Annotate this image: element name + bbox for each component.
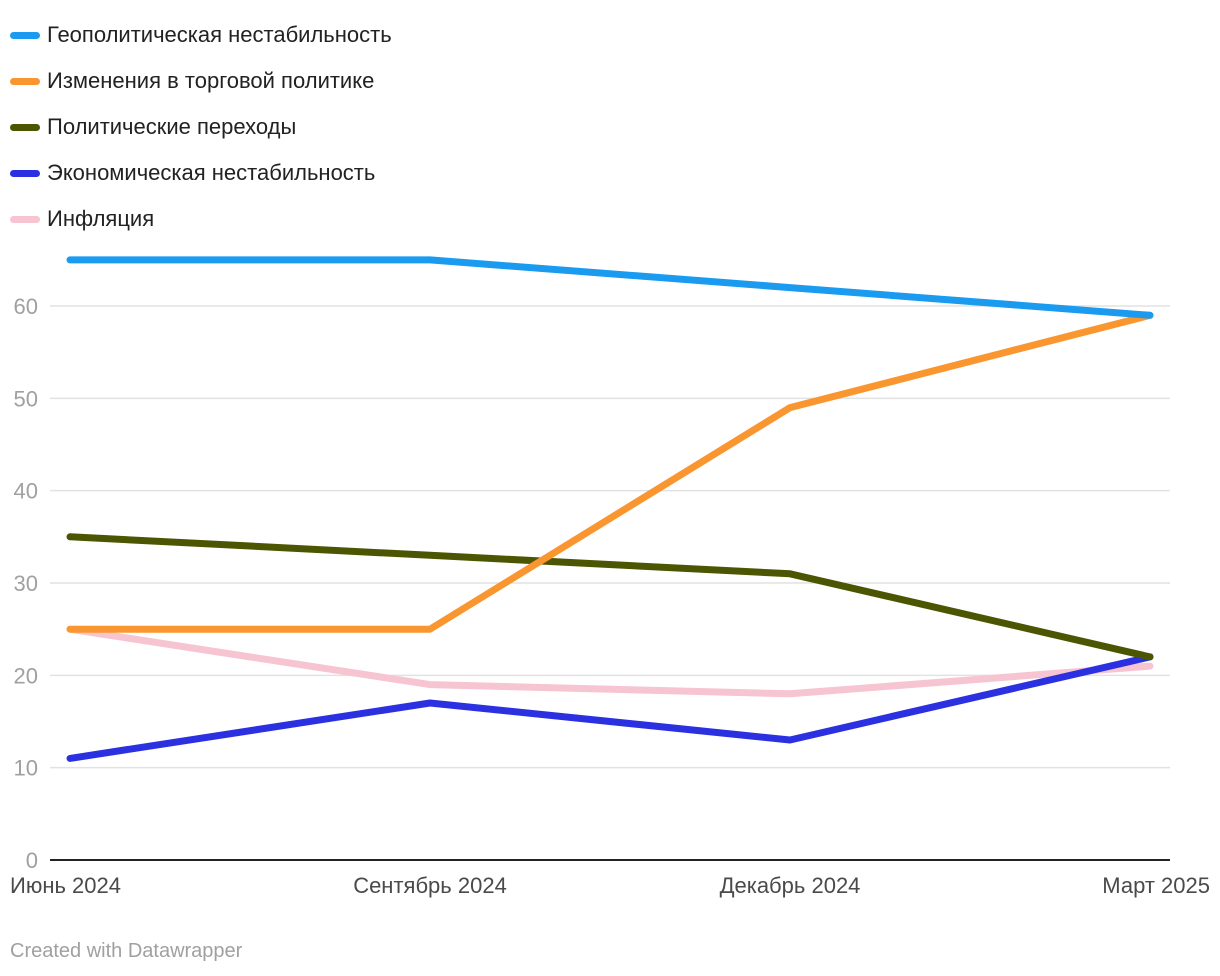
- data-point: [789, 739, 791, 741]
- data-point: [429, 628, 431, 631]
- data-point: [789, 286, 791, 289]
- legend-label: Изменения в торговой политике: [47, 68, 375, 93]
- legend-swatch: [10, 77, 40, 85]
- y-axis-ticks: 0 10 20 30 40 50 60: [14, 294, 38, 873]
- legend-label: Экономическая нестабильность: [47, 160, 376, 185]
- legend-swatch: [10, 169, 40, 177]
- data-point: [69, 258, 71, 261]
- x-tick-label: Декабрь 2024: [720, 873, 861, 898]
- series-line: [66, 533, 1154, 661]
- data-point: [1149, 314, 1151, 317]
- y-tick-label: 10: [14, 756, 38, 781]
- series-line: [66, 653, 1154, 762]
- legend-item: Экономическая нестабильность: [10, 150, 392, 196]
- y-tick-label: 30: [14, 571, 38, 596]
- series-lines: [66, 256, 1154, 762]
- legend-swatch: [10, 215, 40, 223]
- series-line: [66, 256, 1154, 319]
- series-line: [66, 311, 1154, 633]
- y-tick-label: 50: [14, 386, 38, 411]
- data-point: [789, 572, 791, 575]
- x-tick-label: Июнь 2024: [10, 873, 121, 898]
- series-line: [66, 625, 1154, 698]
- y-tick-label: 40: [14, 479, 38, 504]
- data-point: [69, 535, 71, 538]
- y-tick-label: 60: [14, 294, 38, 319]
- x-axis-ticks: Июнь 2024 Сентябрь 2024 Декабрь 2024 Март 2…: [10, 873, 1210, 898]
- legend-swatch: [10, 31, 40, 39]
- data-point: [1149, 665, 1151, 668]
- data-point: [69, 628, 71, 631]
- y-tick-label: 0: [26, 848, 38, 873]
- data-point: [69, 757, 71, 760]
- x-tick-label: Сентябрь 2024: [353, 873, 507, 898]
- data-point: [429, 683, 431, 686]
- data-point: [789, 692, 791, 695]
- data-point: [429, 258, 431, 261]
- data-point: [789, 406, 791, 409]
- data-point: [429, 702, 431, 704]
- legend: Геополитическая нестабильность Изменения …: [10, 12, 392, 242]
- legend-swatch: [10, 123, 40, 131]
- legend-item: Изменения в торговой политике: [10, 58, 392, 104]
- legend-item: Инфляция: [10, 196, 392, 242]
- grid-lines: [50, 305, 1170, 769]
- legend-label: Геополитическая нестабильность: [47, 22, 392, 47]
- legend-item: Геополитическая нестабильность: [10, 12, 392, 58]
- legend-label: Инфляция: [47, 206, 155, 231]
- legend-label: Политические переходы: [47, 114, 297, 139]
- y-tick-label: 20: [14, 663, 38, 688]
- data-point: [1149, 655, 1151, 658]
- credit-text: Created with Datawrapper: [10, 940, 243, 962]
- x-tick-label: Март 2025: [1102, 873, 1210, 898]
- legend-item: Политические переходы: [10, 104, 392, 150]
- data-point: [429, 554, 431, 557]
